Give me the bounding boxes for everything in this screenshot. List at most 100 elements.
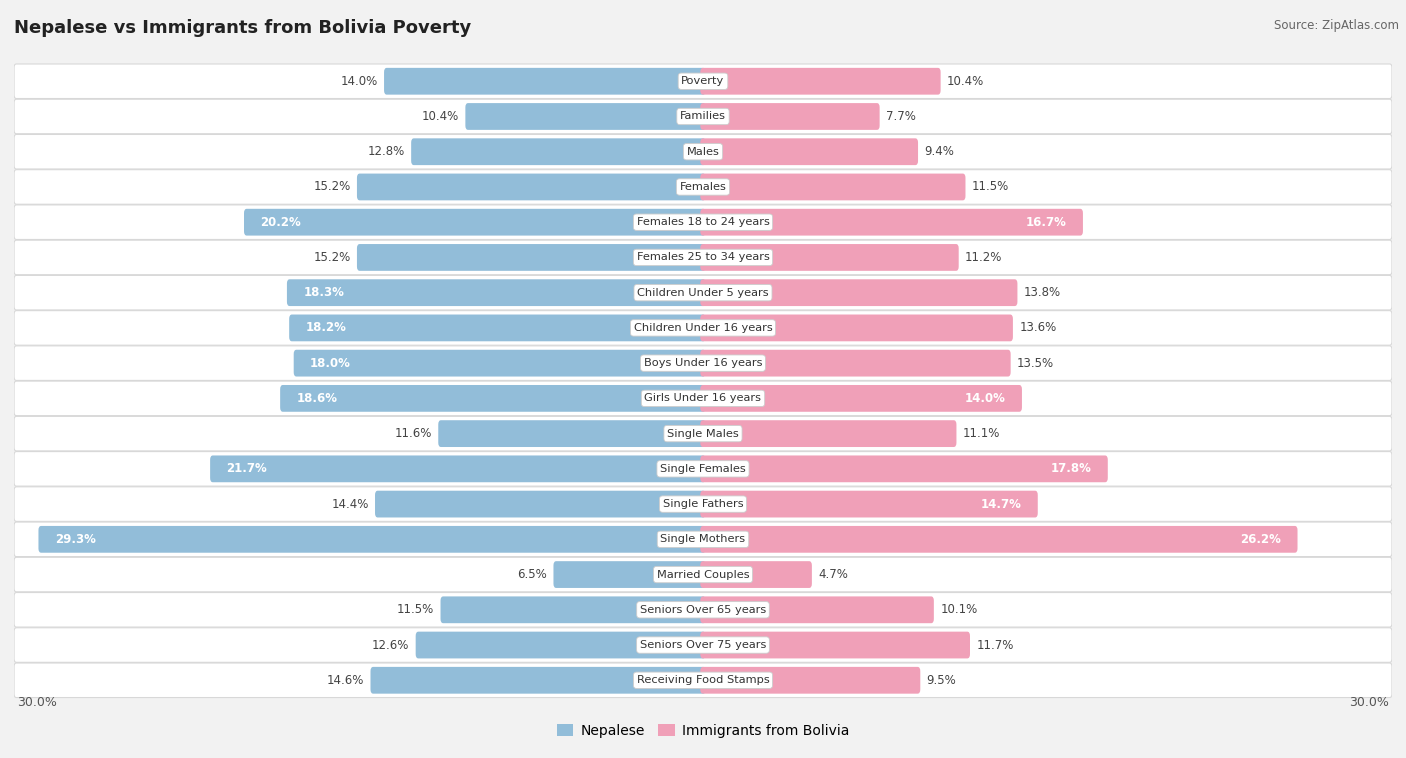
- FancyBboxPatch shape: [14, 346, 1392, 381]
- FancyBboxPatch shape: [700, 561, 811, 588]
- Text: 11.5%: 11.5%: [972, 180, 1010, 193]
- FancyBboxPatch shape: [245, 208, 706, 236]
- Text: 18.2%: 18.2%: [305, 321, 346, 334]
- Text: Females: Females: [679, 182, 727, 192]
- Text: 10.1%: 10.1%: [941, 603, 977, 616]
- Text: Poverty: Poverty: [682, 77, 724, 86]
- Text: 14.7%: 14.7%: [980, 497, 1022, 511]
- FancyBboxPatch shape: [294, 349, 706, 377]
- FancyBboxPatch shape: [700, 315, 1012, 341]
- Text: 11.5%: 11.5%: [396, 603, 434, 616]
- Text: Single Fathers: Single Fathers: [662, 499, 744, 509]
- Text: Single Males: Single Males: [666, 428, 740, 439]
- Text: Males: Males: [686, 147, 720, 157]
- FancyBboxPatch shape: [14, 416, 1392, 451]
- FancyBboxPatch shape: [700, 456, 1108, 482]
- FancyBboxPatch shape: [14, 557, 1392, 592]
- Text: Children Under 16 years: Children Under 16 years: [634, 323, 772, 333]
- FancyBboxPatch shape: [384, 68, 706, 95]
- Text: 30.0%: 30.0%: [17, 696, 58, 709]
- Text: 16.7%: 16.7%: [1026, 216, 1067, 229]
- FancyBboxPatch shape: [700, 174, 966, 200]
- FancyBboxPatch shape: [700, 631, 970, 659]
- Text: 9.4%: 9.4%: [924, 146, 955, 158]
- FancyBboxPatch shape: [439, 420, 706, 447]
- FancyBboxPatch shape: [411, 138, 706, 165]
- Text: 14.4%: 14.4%: [332, 497, 368, 511]
- FancyBboxPatch shape: [14, 593, 1392, 627]
- Text: 15.2%: 15.2%: [314, 251, 350, 264]
- Text: 7.7%: 7.7%: [886, 110, 915, 123]
- Text: Seniors Over 65 years: Seniors Over 65 years: [640, 605, 766, 615]
- Text: 29.3%: 29.3%: [55, 533, 96, 546]
- FancyBboxPatch shape: [700, 138, 918, 165]
- Text: 21.7%: 21.7%: [226, 462, 267, 475]
- Text: Single Mothers: Single Mothers: [661, 534, 745, 544]
- FancyBboxPatch shape: [700, 279, 1018, 306]
- FancyBboxPatch shape: [700, 420, 956, 447]
- FancyBboxPatch shape: [14, 487, 1392, 522]
- FancyBboxPatch shape: [554, 561, 706, 588]
- FancyBboxPatch shape: [14, 275, 1392, 310]
- FancyBboxPatch shape: [700, 103, 880, 130]
- Text: 4.7%: 4.7%: [818, 568, 848, 581]
- Text: Females 18 to 24 years: Females 18 to 24 years: [637, 218, 769, 227]
- Text: Source: ZipAtlas.com: Source: ZipAtlas.com: [1274, 19, 1399, 32]
- Text: 11.6%: 11.6%: [395, 427, 432, 440]
- Text: Single Females: Single Females: [661, 464, 745, 474]
- Text: 18.0%: 18.0%: [309, 357, 352, 370]
- Text: 26.2%: 26.2%: [1240, 533, 1281, 546]
- Text: 17.8%: 17.8%: [1050, 462, 1091, 475]
- FancyBboxPatch shape: [287, 279, 706, 306]
- Text: Children Under 5 years: Children Under 5 years: [637, 288, 769, 298]
- FancyBboxPatch shape: [14, 64, 1392, 99]
- Text: 11.7%: 11.7%: [976, 638, 1014, 652]
- FancyBboxPatch shape: [700, 526, 1298, 553]
- Text: 11.1%: 11.1%: [963, 427, 1000, 440]
- Text: 10.4%: 10.4%: [948, 75, 984, 88]
- FancyBboxPatch shape: [14, 170, 1392, 204]
- Text: Married Couples: Married Couples: [657, 569, 749, 580]
- Text: Seniors Over 75 years: Seniors Over 75 years: [640, 640, 766, 650]
- FancyBboxPatch shape: [357, 174, 706, 200]
- Text: 14.6%: 14.6%: [326, 674, 364, 687]
- Legend: Nepalese, Immigrants from Bolivia: Nepalese, Immigrants from Bolivia: [551, 719, 855, 744]
- FancyBboxPatch shape: [375, 490, 706, 518]
- Text: 6.5%: 6.5%: [517, 568, 547, 581]
- Text: Families: Families: [681, 111, 725, 121]
- FancyBboxPatch shape: [14, 311, 1392, 345]
- FancyBboxPatch shape: [700, 68, 941, 95]
- FancyBboxPatch shape: [416, 631, 706, 659]
- Text: Boys Under 16 years: Boys Under 16 years: [644, 358, 762, 368]
- Text: Nepalese vs Immigrants from Bolivia Poverty: Nepalese vs Immigrants from Bolivia Pove…: [14, 19, 471, 37]
- FancyBboxPatch shape: [700, 349, 1011, 377]
- Text: 11.2%: 11.2%: [965, 251, 1002, 264]
- FancyBboxPatch shape: [290, 315, 706, 341]
- Text: Receiving Food Stamps: Receiving Food Stamps: [637, 675, 769, 685]
- Text: 14.0%: 14.0%: [340, 75, 378, 88]
- FancyBboxPatch shape: [357, 244, 706, 271]
- Text: 13.5%: 13.5%: [1017, 357, 1054, 370]
- Text: 13.6%: 13.6%: [1019, 321, 1056, 334]
- FancyBboxPatch shape: [14, 663, 1392, 697]
- FancyBboxPatch shape: [700, 597, 934, 623]
- Text: Females 25 to 34 years: Females 25 to 34 years: [637, 252, 769, 262]
- Text: 10.4%: 10.4%: [422, 110, 458, 123]
- FancyBboxPatch shape: [700, 244, 959, 271]
- Text: 12.6%: 12.6%: [373, 638, 409, 652]
- FancyBboxPatch shape: [700, 667, 921, 694]
- Text: 13.8%: 13.8%: [1024, 287, 1062, 299]
- Text: Girls Under 16 years: Girls Under 16 years: [644, 393, 762, 403]
- FancyBboxPatch shape: [14, 205, 1392, 240]
- Text: 20.2%: 20.2%: [260, 216, 301, 229]
- FancyBboxPatch shape: [14, 134, 1392, 169]
- Text: 14.0%: 14.0%: [965, 392, 1005, 405]
- FancyBboxPatch shape: [371, 667, 706, 694]
- FancyBboxPatch shape: [209, 456, 706, 482]
- Text: 12.8%: 12.8%: [367, 146, 405, 158]
- FancyBboxPatch shape: [14, 99, 1392, 133]
- FancyBboxPatch shape: [38, 526, 706, 553]
- FancyBboxPatch shape: [440, 597, 706, 623]
- Text: 30.0%: 30.0%: [1348, 696, 1389, 709]
- FancyBboxPatch shape: [465, 103, 706, 130]
